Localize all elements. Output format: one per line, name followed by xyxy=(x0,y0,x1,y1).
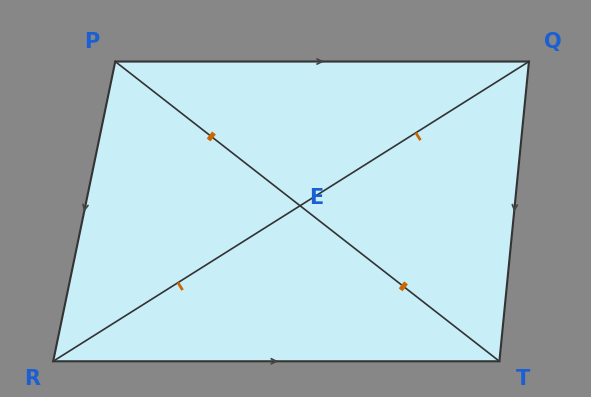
Text: E: E xyxy=(309,189,323,208)
Text: T: T xyxy=(516,369,530,389)
Polygon shape xyxy=(53,62,529,361)
Text: Q: Q xyxy=(544,32,561,52)
Text: R: R xyxy=(24,369,41,389)
Text: P: P xyxy=(84,32,99,52)
